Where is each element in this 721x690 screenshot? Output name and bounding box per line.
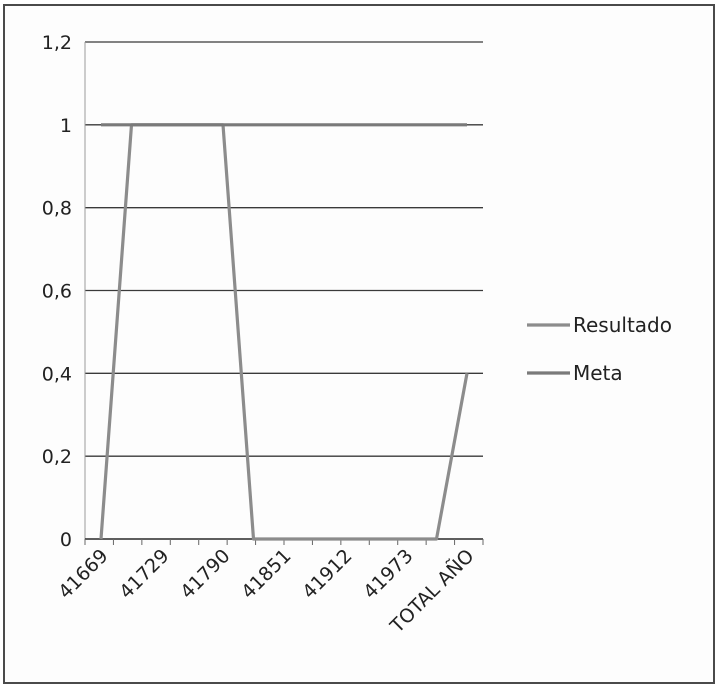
x-tick-label: 41912 xyxy=(298,545,356,603)
series-line-resultado xyxy=(99,123,469,541)
y-tick-labels: 0 0,2 0,4 0,6 0,8 1 1,2 xyxy=(42,32,72,551)
axes xyxy=(84,42,484,545)
x-tick-label: 41973 xyxy=(359,545,417,603)
x-tick-label: 41729 xyxy=(115,545,173,603)
legend-label: Resultado xyxy=(573,313,672,337)
x-tick-label: 41669 xyxy=(54,545,112,603)
chart-frame xyxy=(3,4,715,684)
legend-label: Meta xyxy=(573,361,623,385)
y-tick-label: 0 xyxy=(60,529,72,551)
x-tick-label: 41851 xyxy=(237,545,295,603)
y-tick-label: 0,6 xyxy=(42,281,72,303)
series-lines xyxy=(99,123,469,541)
y-tick-label: 0,2 xyxy=(42,446,72,468)
gridlines xyxy=(85,41,483,457)
y-tick-label: 0,8 xyxy=(42,198,72,220)
y-tick-label: 0,4 xyxy=(42,363,72,385)
x-tick-label: 41790 xyxy=(176,545,234,603)
y-tick-label: 1,2 xyxy=(42,32,72,54)
y-tick-label: 1 xyxy=(60,115,72,137)
legend: Resultado Meta xyxy=(527,313,672,385)
